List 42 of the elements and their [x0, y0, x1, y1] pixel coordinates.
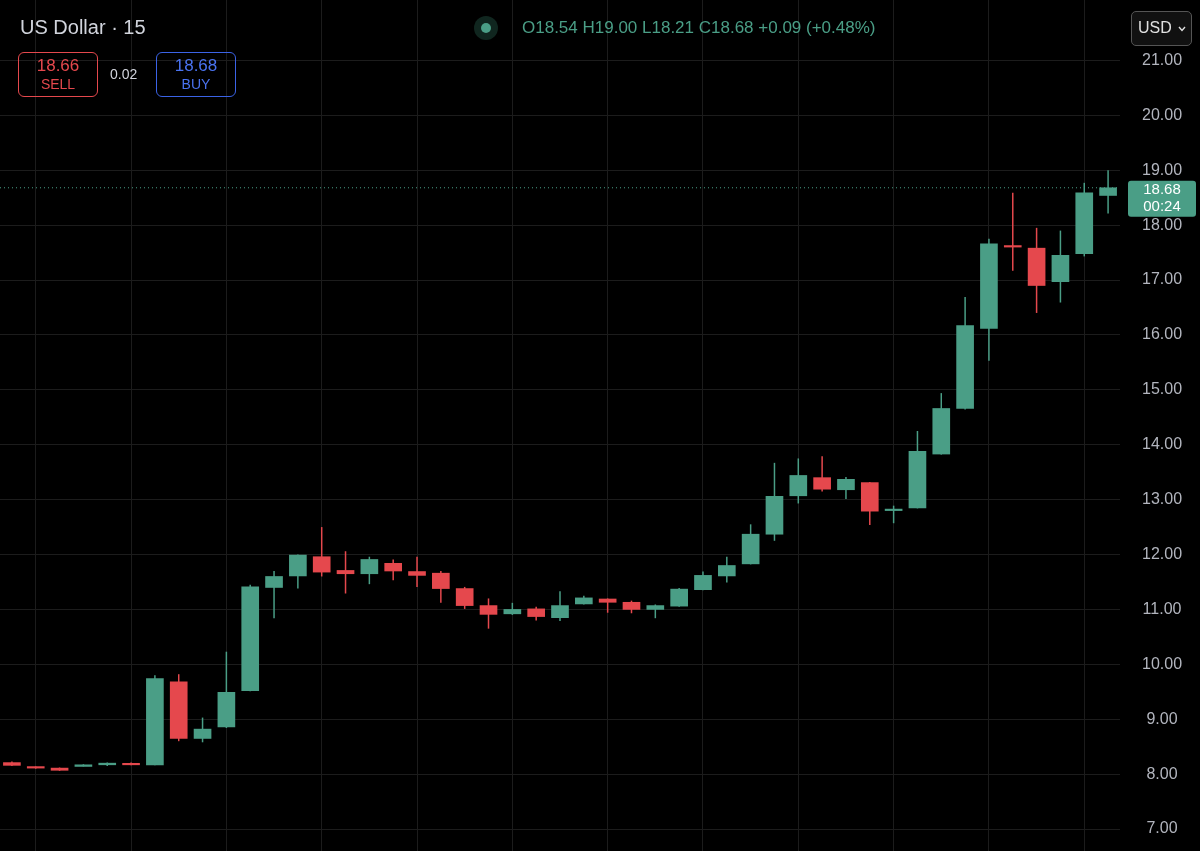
y-tick-label: 20.00: [1141, 105, 1183, 123]
y-tick-label: 13.00: [1141, 490, 1183, 508]
candlestick: [408, 555, 426, 588]
candlestick: [360, 555, 379, 585]
y-tick-label: 8.00: [1146, 764, 1178, 782]
annotation: 0.02: [110, 66, 138, 82]
candlestick: [551, 590, 569, 622]
candlestick: [289, 553, 307, 590]
y-tick-label: 10.00: [1141, 654, 1183, 672]
candlestick: [717, 555, 736, 584]
y-tick-label: 9.00: [1146, 709, 1178, 727]
text: US Dollar · 15: [20, 16, 146, 39]
ref-line-label: 18.68 00:24: [1143, 179, 1181, 214]
candlestick: [479, 597, 498, 630]
y-tick-label: 15.00: [1141, 380, 1183, 398]
text: USD: [1138, 19, 1172, 37]
candlestick: [455, 586, 474, 610]
annotation: 18.68: [173, 56, 219, 75]
candlestick: [789, 457, 808, 505]
annotation: 18.66: [35, 56, 81, 75]
y-tick-label: 12.00: [1141, 544, 1183, 562]
candlestick: [670, 587, 688, 608]
y-tick-label: 17.00: [1141, 270, 1183, 288]
y-tick-label: 16.00: [1141, 325, 1183, 343]
annotation: O18.54 H19.00 L18.21 C18.68 +0.09 (+0.48%): [522, 18, 876, 38]
y-tick-label: 21.00: [1141, 50, 1183, 68]
annotation: SELL: [39, 75, 77, 94]
candlestick: [312, 526, 331, 578]
candlestick: [837, 476, 855, 500]
y-tick-label: 11.00: [1142, 599, 1182, 617]
y-tick-label: 19.00: [1141, 160, 1183, 178]
candlestick: [265, 570, 283, 619]
candlestick: [432, 570, 450, 604]
candlestick: [193, 716, 212, 744]
y-tick-label: 7.00: [1146, 819, 1178, 837]
candlestick: [336, 550, 355, 595]
candlestick: [813, 455, 831, 493]
y-tick-label: 18.00: [1141, 215, 1183, 233]
candlestick: [1003, 191, 1022, 272]
y-tick-label: 14.00: [1141, 435, 1183, 453]
annotation: BUY: [180, 75, 212, 94]
candlestick: [384, 558, 403, 582]
